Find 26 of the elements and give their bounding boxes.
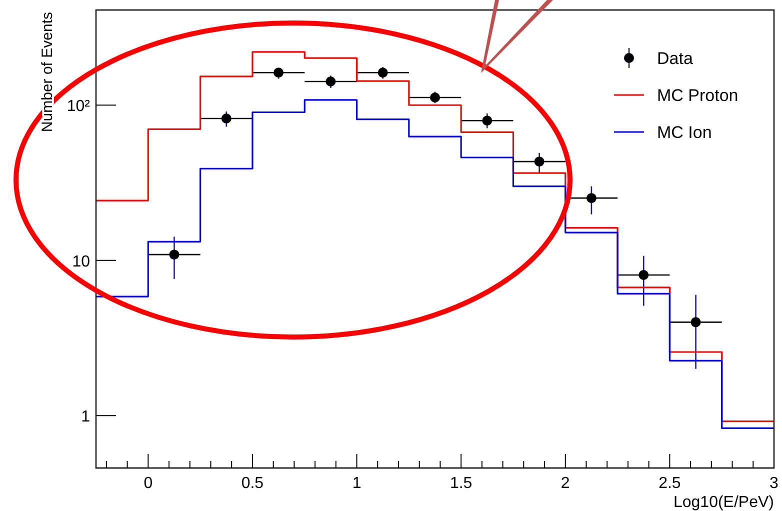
x-tick-label: 3 — [770, 475, 779, 492]
point — [274, 68, 284, 78]
y-tick-label: 10² — [66, 98, 91, 116]
x-axis-title: Log10(E/PeV) — [673, 494, 774, 511]
y-axis-title: Number of Events — [39, 12, 56, 132]
point — [534, 156, 544, 167]
point — [378, 68, 388, 78]
y-tick-label: 1 — [81, 408, 90, 426]
x-tick-label: 1 — [352, 475, 362, 492]
legend-label: MC Proton — [657, 86, 738, 105]
point — [690, 317, 701, 328]
legend-label: Data — [657, 49, 694, 68]
x-tick-label: 0 — [144, 475, 153, 492]
point — [221, 114, 232, 124]
point — [586, 193, 596, 204]
x-tick-label: 2 — [560, 475, 570, 492]
point — [430, 92, 440, 102]
point — [638, 270, 649, 280]
legend-label: MC Ion — [657, 123, 712, 142]
x-tick-label: 0.5 — [241, 475, 264, 492]
x-tick-label: 2.5 — [658, 475, 681, 492]
y-tick-label: 10 — [72, 253, 90, 270]
x-tick-label: 1.5 — [450, 475, 472, 492]
point — [326, 76, 336, 86]
point — [169, 250, 180, 260]
point — [482, 116, 492, 126]
